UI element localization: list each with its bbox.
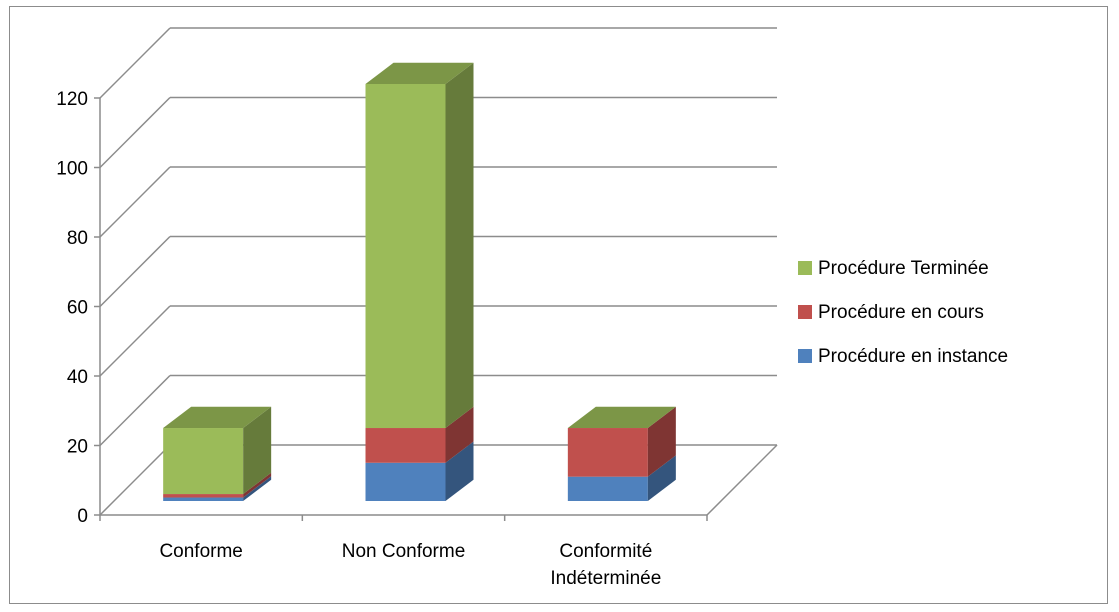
legend-swatch xyxy=(798,305,812,319)
bar-segment-front xyxy=(163,428,244,495)
gridline-side xyxy=(99,444,171,516)
legend-label: Procédure en cours xyxy=(818,302,984,323)
y-tick-label: 60 xyxy=(67,298,88,319)
y-tick-label: 100 xyxy=(56,159,88,180)
bar-segment-front xyxy=(365,84,446,429)
gridline-side xyxy=(99,235,171,308)
chart-frame xyxy=(9,6,1108,604)
y-tick-label: 40 xyxy=(67,367,88,388)
bar-segment-side xyxy=(445,62,474,429)
x-category-label: Conforme xyxy=(159,541,242,562)
bar-segment-top xyxy=(567,406,676,429)
floor-right-edge xyxy=(706,444,778,516)
legend-label: Procédure Terminée xyxy=(818,258,989,279)
legend-swatch xyxy=(798,349,812,363)
x-category-label: Conformité xyxy=(559,541,652,562)
bar-segment-side xyxy=(445,441,474,501)
bar-segment-side xyxy=(647,455,676,501)
bar-segment-side xyxy=(445,406,474,463)
x-category-label: Non Conforme xyxy=(342,541,466,562)
bar-segment-side xyxy=(647,406,676,477)
bar-segment-front xyxy=(163,494,244,498)
legend-label: Procédure en instance xyxy=(818,346,1008,367)
bar-segment-side xyxy=(243,476,272,501)
y-tick-label: 80 xyxy=(67,228,88,249)
bar-segment-top xyxy=(365,62,474,84)
y-tick-label: 0 xyxy=(77,506,88,527)
gridline-side xyxy=(99,305,171,377)
bar-segment-front xyxy=(163,497,244,501)
legend-swatch xyxy=(798,261,812,275)
gridline-side xyxy=(99,374,171,447)
bar-segment-front xyxy=(365,428,446,463)
bar-segment-side xyxy=(243,406,272,495)
bar-segment-top xyxy=(163,406,272,429)
y-tick-label: 20 xyxy=(67,437,88,458)
gridline-side xyxy=(99,27,171,99)
bar-segment-side xyxy=(243,472,272,498)
x-category-label: Indéterminée xyxy=(550,568,661,589)
gridline-side xyxy=(99,166,171,238)
gridline-side xyxy=(99,96,171,169)
bar-segment-front xyxy=(567,428,648,477)
bar-segment-front xyxy=(365,462,446,501)
bar-segment-front xyxy=(567,476,648,501)
y-tick-label: 120 xyxy=(56,89,88,110)
